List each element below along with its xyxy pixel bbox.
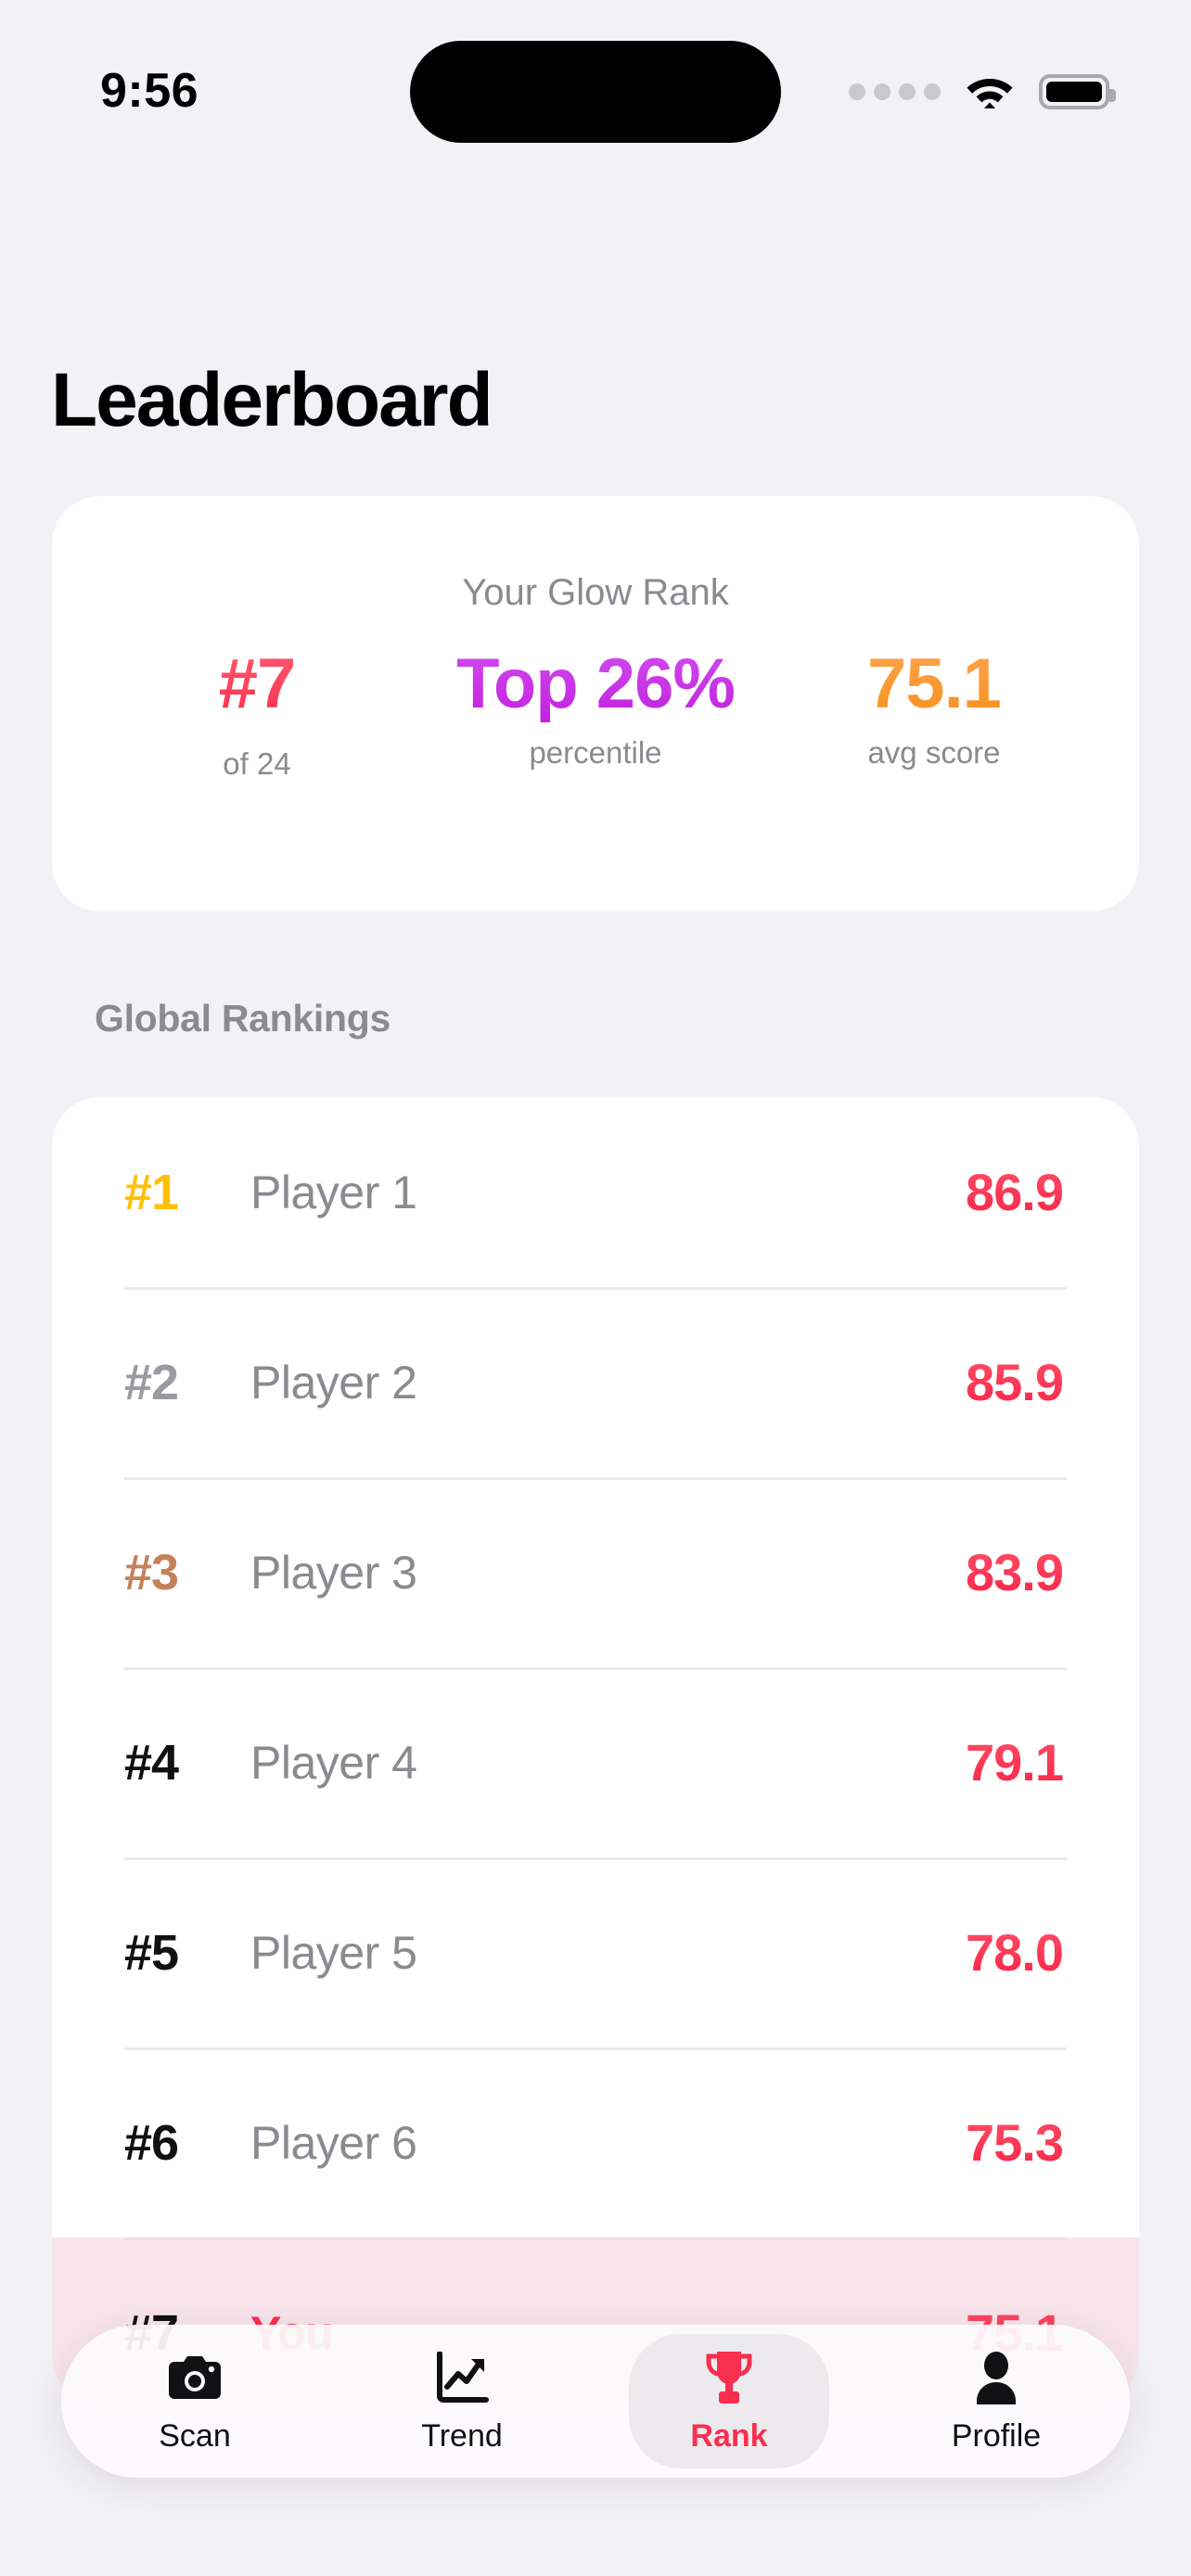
player-score: 78.0 xyxy=(966,1923,1064,1982)
player-name: Player 4 xyxy=(250,1736,417,1789)
page-title: Leaderboard xyxy=(51,358,493,442)
tab-trend[interactable]: Trend xyxy=(362,2334,562,2468)
player-score: 79.1 xyxy=(966,1733,1064,1792)
glow-rank-card: Your Glow Rank #7 of 24 Top 26% percenti… xyxy=(52,496,1139,912)
player-name: Player 5 xyxy=(250,1926,417,1979)
table-row[interactable]: #5 Player 5 78.0 xyxy=(52,1857,1139,2047)
status-bar: 9:56 xyxy=(0,0,1191,162)
rank-position: #5 xyxy=(124,1924,179,1981)
stat-percentile: Top 26% percentile xyxy=(410,644,781,771)
stat-percentile-value: Top 26% xyxy=(456,644,736,723)
rank-position: #3 xyxy=(124,1544,179,1600)
global-rankings-heading: Global Rankings xyxy=(95,997,391,1039)
wifi-icon xyxy=(965,73,1015,110)
rank-position: #6 xyxy=(124,2114,179,2171)
rank-position: #2 xyxy=(124,1354,179,1410)
dynamic-island xyxy=(410,41,781,143)
glow-rank-stats: #7 of 24 Top 26% percentile 75.1 avg sco… xyxy=(52,644,1139,782)
stat-rank: #7 of 24 xyxy=(104,644,410,782)
table-row[interactable]: #1 Player 1 86.9 xyxy=(52,1097,1139,1287)
stat-avg-score: 75.1 avg score xyxy=(781,644,1087,771)
table-row[interactable]: #6 Player 6 75.3 xyxy=(52,2047,1139,2238)
camera-icon xyxy=(167,2348,223,2407)
player-name: Player 1 xyxy=(250,1166,417,1218)
stat-rank-value: #7 xyxy=(218,644,297,723)
cellular-dots-icon xyxy=(849,83,941,100)
player-score: 83.9 xyxy=(966,1543,1064,1601)
player-name: Player 2 xyxy=(250,1356,417,1409)
table-row[interactable]: #3 Player 3 83.9 xyxy=(52,1477,1139,1667)
table-row[interactable]: #4 Player 4 79.1 xyxy=(52,1667,1139,1857)
tab-label: Scan xyxy=(159,2418,231,2454)
player-name: Player 6 xyxy=(250,2116,417,2169)
tab-scan[interactable]: Scan xyxy=(95,2334,295,2468)
tab-label: Profile xyxy=(951,2418,1042,2454)
stat-avg-score-value: 75.1 xyxy=(867,644,1002,723)
global-rankings-list[interactable]: #1 Player 1 86.9 #2 Player 2 85.9 #3 Player 3 83… xyxy=(52,1097,1139,2404)
bottom-tab-bar: Scan Trend Rank Profile xyxy=(61,2325,1130,2478)
tab-profile[interactable]: Profile xyxy=(896,2334,1096,2468)
player-name: Player 3 xyxy=(250,1546,417,1599)
battery-icon xyxy=(1039,73,1116,109)
tab-rank[interactable]: Rank xyxy=(629,2334,829,2468)
glow-rank-card-title: Your Glow Rank xyxy=(462,572,729,613)
tab-label: Trend xyxy=(421,2418,503,2454)
person-icon xyxy=(971,2348,1021,2407)
status-bar-indicators xyxy=(849,73,1116,110)
player-score: 86.9 xyxy=(966,1163,1064,1221)
chart-up-icon xyxy=(434,2348,490,2407)
table-row[interactable]: #2 Player 2 85.9 xyxy=(52,1287,1139,1477)
tab-label: Rank xyxy=(690,2418,768,2454)
player-score: 75.3 xyxy=(966,2113,1064,2172)
stat-rank-label: of 24 xyxy=(223,746,291,781)
rank-position: #4 xyxy=(124,1734,179,1791)
trophy-icon xyxy=(702,2348,756,2407)
stat-avg-score-label: avg score xyxy=(867,734,1001,770)
player-score: 85.9 xyxy=(966,1353,1064,1411)
rank-position: #1 xyxy=(124,1164,179,1220)
stat-percentile-label: percentile xyxy=(529,734,662,770)
status-bar-time: 9:56 xyxy=(100,63,199,118)
